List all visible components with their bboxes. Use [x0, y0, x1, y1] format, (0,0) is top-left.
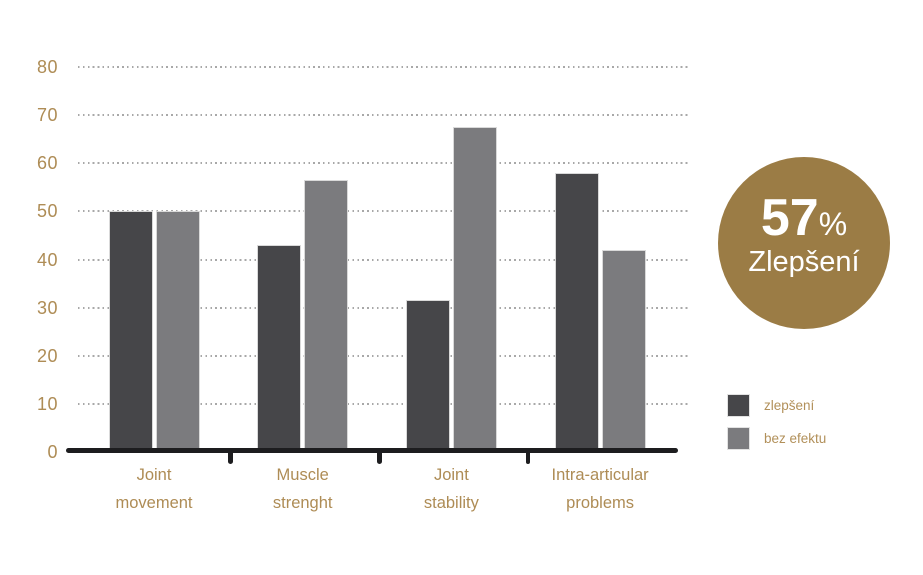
x-axis-category-label: Muscle strenght	[272, 466, 333, 512]
x-axis-category-label: Intra-articular problems	[551, 466, 649, 512]
bar-zlepšení-1	[108, 211, 153, 452]
legend-label: bez efektu	[764, 431, 827, 446]
badge-text: 57% Zlepšení	[748, 188, 860, 280]
bar-bez-efektu-3	[452, 127, 497, 452]
x-axis-tick	[228, 448, 233, 464]
x-axis-tick	[377, 448, 382, 464]
bar-bez-efektu-1	[155, 211, 200, 452]
x-axis-tick	[525, 448, 531, 464]
gridline-40	[78, 258, 688, 261]
chart-legend: zlepšení bez efektu	[727, 394, 826, 460]
bar-zlepšení-3	[405, 300, 450, 452]
badge-percentage: 57%	[748, 188, 859, 247]
y-axis-tick-label: 80	[36, 57, 58, 77]
gridline-80	[78, 66, 688, 68]
gridline-60	[78, 162, 688, 165]
improvement-badge: 57% Zlepšení	[718, 157, 890, 329]
y-axis-tick-label: 0	[47, 442, 58, 462]
y-axis-tick-label: 40	[36, 249, 58, 270]
y-axis-tick-label: 50	[36, 201, 58, 222]
legend-item-bez-efektu: bez efektu	[727, 427, 826, 450]
x-axis-line	[66, 448, 678, 453]
gridline-10	[78, 402, 688, 405]
legend-item-zlepšení: zlepšení	[727, 394, 826, 417]
x-axis-category-label: Joint stability	[423, 466, 479, 512]
gridline-50	[78, 210, 688, 213]
badge-label: Zlepšení	[748, 246, 860, 279]
badge-value: 57	[760, 188, 819, 247]
bar-bez-efektu-2	[304, 180, 349, 452]
y-axis-tick-label: 60	[36, 153, 58, 174]
legend-swatch	[727, 394, 750, 417]
y-axis-tick-label: 20	[36, 345, 58, 366]
gridline-70	[78, 114, 688, 117]
x-axis-category-label: Joint movement	[115, 466, 193, 512]
y-axis-tick-label: 30	[36, 297, 58, 318]
y-axis-tick-label: 70	[36, 105, 58, 126]
gridline-20	[78, 354, 688, 357]
legend-label: zlepšení	[764, 398, 815, 413]
y-axis-tick-label: 10	[36, 393, 58, 414]
bar-zlepšení-2	[257, 245, 302, 452]
badge-percent-sign: %	[818, 205, 848, 242]
bar-zlepšení-4	[554, 172, 599, 452]
legend-swatch	[727, 427, 750, 450]
gridline-30	[78, 306, 688, 309]
bar-bez-efektu-4	[601, 249, 646, 452]
